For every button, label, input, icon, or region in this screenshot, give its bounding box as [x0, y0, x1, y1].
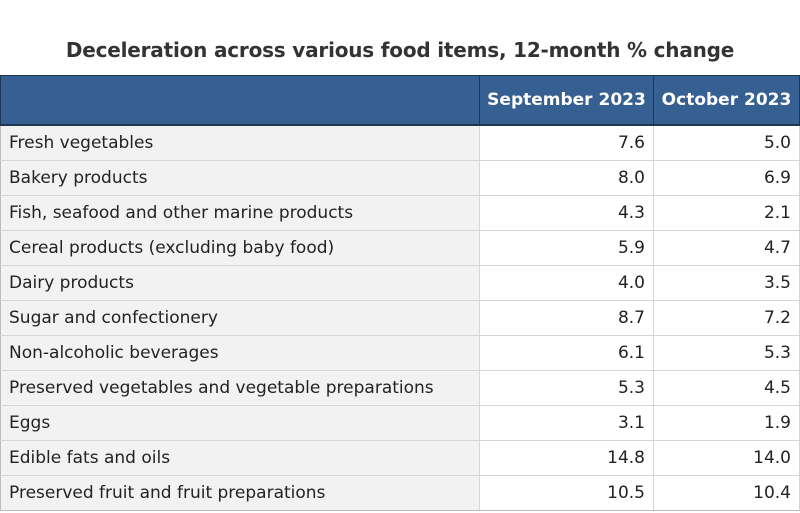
value-september-2023: 8.7	[479, 300, 654, 336]
table-row: Fresh vegetables 7.6 5.0	[0, 124, 800, 161]
table-row: Preserved fruit and fruit preparations 10…	[0, 475, 800, 511]
value-september-2023: 5.3	[479, 370, 654, 406]
table-row: Preserved vegetables and vegetable prepa…	[0, 370, 800, 406]
row-label: Fresh vegetables	[0, 124, 480, 161]
value-october-2023: 6.9	[653, 160, 800, 196]
value-september-2023: 3.1	[479, 405, 654, 441]
value-september-2023: 10.5	[479, 475, 654, 511]
row-label: Preserved fruit and fruit preparations	[0, 475, 480, 511]
value-october-2023: 4.7	[653, 230, 800, 266]
table-row: Dairy products 4.0 3.5	[0, 265, 800, 301]
value-october-2023: 1.9	[653, 405, 800, 441]
table-row: Edible fats and oils 14.8 14.0	[0, 440, 800, 476]
value-october-2023: 3.5	[653, 265, 800, 301]
table-row: Cereal products (excluding baby food) 5.9…	[0, 230, 800, 266]
value-october-2023: 5.0	[653, 124, 800, 161]
table-header-row: September 2023 October 2023	[0, 75, 800, 126]
column-header-item	[0, 75, 480, 126]
column-header-october-2023: October 2023	[653, 75, 800, 126]
chart-title: Deceleration across various food items, …	[65, 38, 735, 62]
value-october-2023: 2.1	[653, 195, 800, 231]
row-label: Cereal products (excluding baby food)	[0, 230, 480, 266]
row-label: Sugar and confectionery	[0, 300, 480, 336]
row-label: Eggs	[0, 405, 480, 441]
value-september-2023: 6.1	[479, 335, 654, 371]
row-label: Non-alcoholic beverages	[0, 335, 480, 371]
value-september-2023: 5.9	[479, 230, 654, 266]
table-row: Sugar and confectionery 8.7 7.2	[0, 300, 800, 336]
row-label: Bakery products	[0, 160, 480, 196]
value-september-2023: 8.0	[479, 160, 654, 196]
value-october-2023: 4.5	[653, 370, 800, 406]
value-september-2023: 4.0	[479, 265, 654, 301]
table-row: Eggs 3.1 1.9	[0, 405, 800, 441]
row-label: Edible fats and oils	[0, 440, 480, 476]
value-october-2023: 14.0	[653, 440, 800, 476]
table-body: Fresh vegetables 7.6 5.0 Bakery products 8.0…	[0, 124, 800, 511]
row-label: Fish, seafood and other marine products	[0, 195, 480, 231]
value-september-2023: 7.6	[479, 124, 654, 161]
value-september-2023: 14.8	[479, 440, 654, 476]
table-row: Fish, seafood and other marine products 4…	[0, 195, 800, 231]
row-label: Preserved vegetables and vegetable prepa…	[0, 370, 480, 406]
value-september-2023: 4.3	[479, 195, 654, 231]
data-table: September 2023 October 2023 Fresh vegeta…	[0, 75, 800, 511]
row-label: Dairy products	[0, 265, 480, 301]
value-october-2023: 5.3	[653, 335, 800, 371]
column-header-september-2023: September 2023	[479, 75, 654, 126]
table-row: Bakery products 8.0 6.9	[0, 160, 800, 196]
value-october-2023: 10.4	[653, 475, 800, 511]
table-row: Non-alcoholic beverages 6.1 5.3	[0, 335, 800, 371]
value-october-2023: 7.2	[653, 300, 800, 336]
